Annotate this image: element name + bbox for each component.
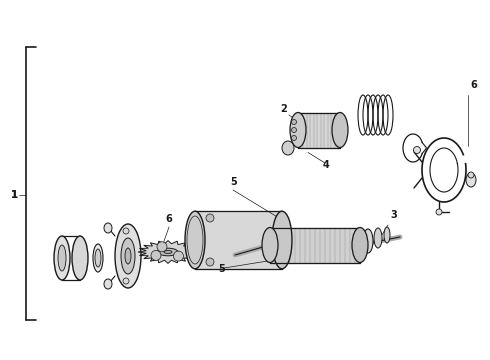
Polygon shape (298, 113, 340, 148)
Ellipse shape (185, 211, 205, 269)
Ellipse shape (272, 211, 292, 269)
Text: 1: 1 (11, 190, 17, 200)
Ellipse shape (363, 229, 373, 253)
Text: 5: 5 (230, 177, 237, 187)
Circle shape (292, 135, 296, 140)
Circle shape (468, 172, 474, 178)
Ellipse shape (104, 223, 112, 233)
Circle shape (436, 209, 442, 215)
Ellipse shape (262, 228, 278, 262)
Circle shape (206, 214, 214, 222)
Ellipse shape (290, 112, 306, 148)
Ellipse shape (115, 224, 141, 288)
Circle shape (173, 251, 183, 261)
Ellipse shape (121, 238, 135, 274)
Text: 6: 6 (470, 80, 477, 90)
Text: 4: 4 (323, 160, 330, 170)
Ellipse shape (164, 251, 172, 253)
Text: 5: 5 (218, 264, 225, 274)
Ellipse shape (332, 112, 348, 148)
Ellipse shape (54, 236, 70, 280)
Text: 6: 6 (165, 214, 172, 224)
Ellipse shape (125, 248, 131, 264)
Polygon shape (138, 240, 198, 264)
Ellipse shape (282, 141, 294, 155)
Ellipse shape (58, 245, 66, 271)
Polygon shape (270, 228, 360, 262)
Ellipse shape (93, 244, 103, 272)
Polygon shape (195, 211, 282, 269)
Ellipse shape (104, 279, 112, 289)
Text: 2: 2 (280, 104, 287, 114)
Ellipse shape (72, 236, 88, 280)
Ellipse shape (158, 248, 178, 256)
Circle shape (123, 228, 129, 234)
Circle shape (123, 278, 129, 284)
Text: 3: 3 (390, 210, 397, 220)
Ellipse shape (374, 228, 382, 248)
Ellipse shape (384, 227, 390, 243)
Text: 1: 1 (10, 190, 18, 200)
Circle shape (292, 120, 296, 125)
Ellipse shape (95, 249, 101, 267)
Circle shape (414, 147, 420, 153)
Ellipse shape (352, 228, 368, 262)
Circle shape (157, 242, 167, 252)
Ellipse shape (466, 173, 476, 187)
Circle shape (292, 127, 296, 132)
Circle shape (206, 258, 214, 266)
Circle shape (151, 251, 161, 260)
